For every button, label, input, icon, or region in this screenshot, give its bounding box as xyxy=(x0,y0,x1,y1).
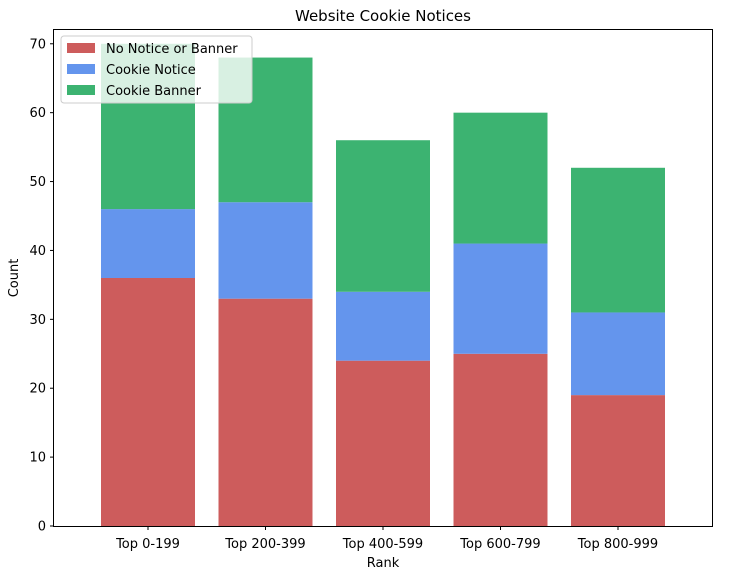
bar-3-4 xyxy=(453,112,548,244)
y-tick-label: 40 xyxy=(29,244,46,259)
bar-1-1 xyxy=(101,278,195,526)
bar-1-5 xyxy=(571,395,665,526)
y-tick-label: 50 xyxy=(29,175,46,190)
bar-1-2 xyxy=(218,298,313,526)
legend: No Notice or Banner Cookie Notice Cookie B… xyxy=(60,35,253,104)
bar-2-2 xyxy=(218,202,313,299)
bar-1-4 xyxy=(453,353,548,526)
y-tick-label: 0 xyxy=(38,520,46,535)
x-tick-label: Top 600-799 xyxy=(459,537,540,552)
bar-1-3 xyxy=(336,360,430,526)
legend-swatch xyxy=(67,43,95,53)
legend-box xyxy=(60,35,253,104)
legend-swatch xyxy=(67,85,95,95)
bar-3-3 xyxy=(336,140,430,292)
y-tick-label: 20 xyxy=(29,382,46,397)
bar-2-3 xyxy=(336,291,430,361)
x-axis: Top 0-199 Top 200-399 Top 400-599 Top 600-7… xyxy=(115,526,658,552)
y-axis-label: Count xyxy=(7,259,22,298)
legend-swatch xyxy=(67,64,95,74)
bar-2-5 xyxy=(571,312,665,396)
bar-3-5 xyxy=(571,167,665,313)
y-tick-label: 30 xyxy=(29,313,46,328)
y-tick-label: 60 xyxy=(29,106,46,121)
x-tick-label: Top 200-399 xyxy=(224,537,305,552)
x-tick-label: Top 400-599 xyxy=(342,537,423,552)
bar-2-4 xyxy=(453,243,548,354)
y-axis: 0 10 20 30 40 50 60 70 xyxy=(29,37,54,535)
x-axis-label: Rank xyxy=(367,556,400,571)
bars-group xyxy=(101,43,665,526)
chart-title: Website Cookie Notices xyxy=(295,7,471,25)
bar-2-1 xyxy=(101,209,195,278)
y-tick-label: 70 xyxy=(29,37,46,52)
x-tick-label: Top 800-999 xyxy=(577,537,658,552)
legend-label: Cookie Notice xyxy=(106,63,196,78)
x-tick-label: Top 0-199 xyxy=(115,537,180,552)
legend-label: Cookie Banner xyxy=(106,84,202,99)
legend-label: No Notice or Banner xyxy=(106,42,238,57)
y-tick-label: 10 xyxy=(29,451,46,466)
